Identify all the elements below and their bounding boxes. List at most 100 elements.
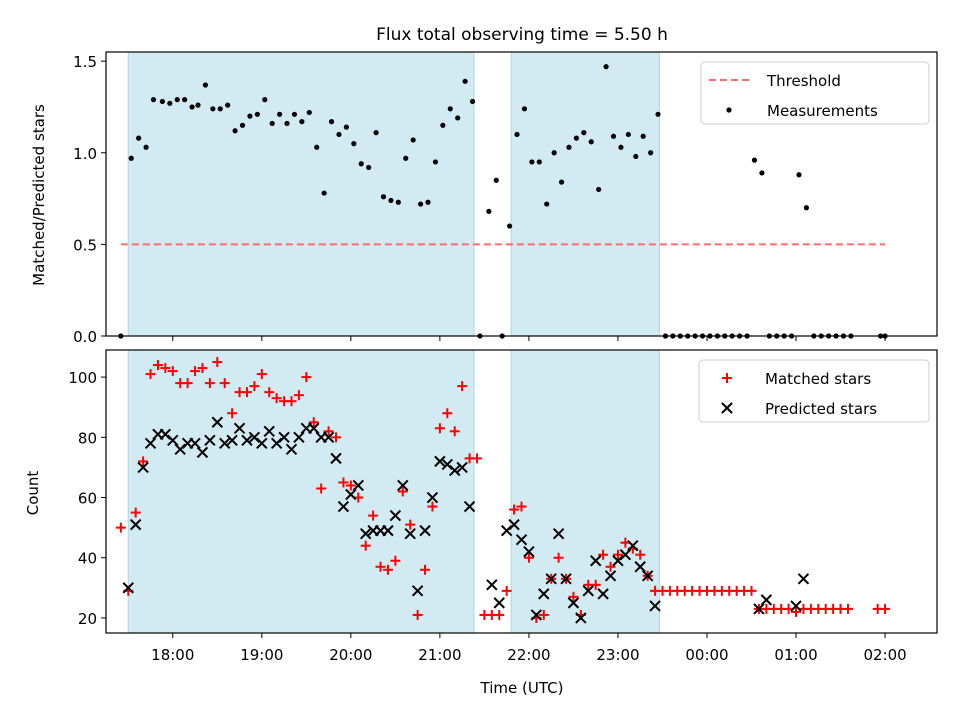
measurement-point [618, 144, 624, 150]
measurement-point [358, 161, 364, 167]
predicted-star-point [797, 573, 810, 585]
marker-stroke [404, 527, 416, 540]
predicted-star-point [122, 582, 134, 594]
legend-label: Matched stars [765, 370, 871, 388]
predicted-star-point [604, 570, 617, 582]
marker-stroke [552, 527, 565, 540]
predicted-star-point [641, 570, 654, 582]
shaded-interval [510, 51, 661, 337]
marker-stroke [641, 570, 654, 582]
predicted-star-point [508, 518, 520, 531]
matched-star-point [212, 357, 223, 368]
predicted-star-point [530, 609, 543, 621]
predicted-star-point [552, 527, 565, 540]
predicted-star-point [753, 603, 765, 615]
measurement-point [150, 97, 157, 103]
shaded-interval [127, 349, 475, 634]
marker-stroke [189, 437, 201, 450]
axes-frame [105, 349, 938, 634]
marker-stroke [352, 479, 364, 492]
measurement-point [558, 179, 565, 185]
predicted-star-point [493, 597, 505, 609]
x-tick-label: 19:00 [240, 646, 283, 664]
matched-star-point [271, 393, 282, 404]
marker-stroke [463, 500, 476, 513]
marker-stroke [256, 437, 268, 450]
matched-star-point [219, 378, 230, 389]
matched-star-point [308, 417, 319, 428]
axes-frame [105, 51, 938, 337]
marker-stroke [293, 431, 305, 444]
predicted-star-point [382, 524, 394, 537]
matched-star-point [197, 363, 208, 374]
matched-star-point [338, 477, 349, 488]
matched-star-point [323, 426, 334, 437]
predicted-star-point [597, 588, 609, 600]
predicted-star-point [137, 461, 149, 474]
predicted-star-point [345, 488, 357, 501]
x-tick-label: 01:00 [774, 646, 817, 664]
shaded-interval [127, 51, 475, 337]
x-tick-label: 02:00 [863, 646, 906, 664]
matched-star-point [442, 408, 453, 419]
predicted-star-point [322, 431, 335, 444]
measurement-point [581, 130, 587, 136]
matched-star-point [256, 369, 267, 380]
predicted-star-point [456, 461, 468, 474]
matched-star-point [568, 591, 579, 602]
measurement-point [159, 98, 165, 105]
matched-star-point [286, 396, 297, 407]
predicted-star-point [434, 455, 446, 468]
matched-star-point [842, 603, 853, 614]
marker-stroke [634, 561, 646, 573]
predicted-star-point [523, 546, 535, 558]
matched-star-point [746, 585, 757, 596]
legend: Matched stars Predicted stars [698, 359, 930, 423]
marker-stroke [582, 585, 594, 597]
measurement-point [751, 157, 758, 163]
measurement-point [648, 150, 654, 156]
shaded-interval [510, 349, 661, 634]
matched-star-point [301, 372, 312, 383]
marker-stroke [308, 422, 320, 434]
measurement-point [410, 137, 416, 143]
predicted-star-point [397, 479, 409, 492]
marker-stroke [508, 518, 520, 531]
measurement-point [588, 139, 594, 145]
matched-star-point [360, 540, 371, 551]
predicted-star-point [359, 527, 372, 540]
marker-stroke [486, 579, 498, 591]
measurement-point [551, 150, 557, 156]
predicted-star-point [515, 533, 528, 546]
predicted-star-point [486, 579, 498, 591]
matched-star-point [160, 363, 171, 374]
marker-stroke [219, 437, 231, 450]
matched-star-point [880, 603, 891, 614]
predicted-star-point [330, 452, 342, 465]
y-tick-label: 0.5 [73, 236, 97, 254]
marker-stroke [790, 600, 802, 612]
marker-stroke [122, 582, 134, 594]
measurement-point [351, 141, 357, 147]
measurement-point [507, 223, 513, 229]
measurement-point [195, 102, 201, 108]
predicted-star-point [538, 588, 550, 600]
marker-stroke [753, 603, 765, 615]
marker-stroke [167, 434, 179, 447]
measurement-point [462, 78, 468, 84]
predicted-star-point [278, 431, 290, 444]
predicted-star-point [352, 479, 364, 492]
measurement-point [143, 144, 149, 150]
ratio-panel: 0.0 0.5 1.0 1.5 Threshold Measurements [73, 51, 938, 346]
matched-star-point [227, 408, 238, 419]
matched-star-point [449, 426, 460, 437]
measurement-point [202, 82, 209, 88]
matched-star-point [368, 510, 379, 521]
measurement-point [759, 170, 765, 176]
predicted-star-point [619, 549, 632, 561]
matched-star-point [509, 504, 520, 515]
measurement-point [514, 131, 520, 138]
marker-stroke [359, 527, 372, 540]
matched-star-point [523, 552, 534, 563]
measurement-point [447, 106, 453, 112]
